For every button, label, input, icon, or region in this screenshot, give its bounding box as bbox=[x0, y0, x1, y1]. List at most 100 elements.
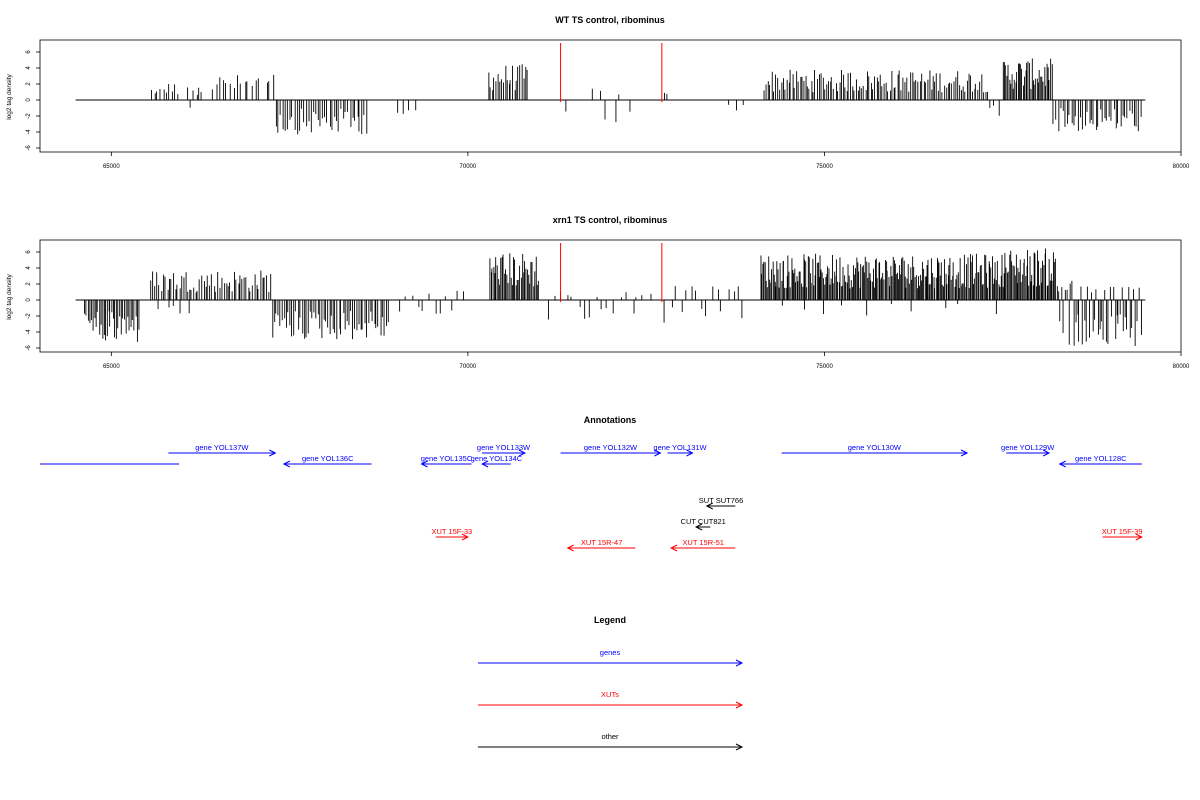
annotation-label: gene YOL128C bbox=[1075, 454, 1127, 463]
annotation-feature: gene YOL134C bbox=[471, 454, 523, 468]
arrow-head bbox=[669, 544, 678, 552]
y-tick-label: -2 bbox=[26, 313, 32, 319]
arrow-head bbox=[566, 544, 574, 552]
annotation-feature: XUT 15R-47 bbox=[566, 538, 636, 552]
arrow-head bbox=[481, 460, 489, 468]
arrow-head bbox=[269, 449, 277, 457]
wt-x-ticks: 65000 70000 75000 80000 bbox=[103, 152, 1190, 170]
annotation-label: CUT CUT821 bbox=[681, 517, 726, 526]
arrow-head bbox=[518, 449, 527, 457]
legend-item-gene: genes bbox=[478, 648, 744, 667]
x-tick-label: 75000 bbox=[816, 364, 833, 370]
annotation-label: gene YOL133W bbox=[477, 443, 531, 452]
annotation-label: SUT SUT766 bbox=[699, 496, 743, 505]
wt-y-ticks: 6 4 2 0 -2 -4 -6 bbox=[26, 50, 40, 151]
y-tick-label: -4 bbox=[26, 329, 32, 335]
legend-panel: Legend genes XUTs other bbox=[478, 615, 744, 751]
x-tick-label: 80000 bbox=[1173, 164, 1190, 170]
wt-panel: WT TS control, ribominus log2 tag densit… bbox=[6, 15, 1190, 170]
annotation-label: XUT 15R-47 bbox=[581, 538, 623, 547]
annotation-label: gene YOL134C bbox=[471, 454, 523, 463]
annotations-title: Annotations bbox=[584, 415, 637, 425]
arrow-head bbox=[1042, 449, 1051, 457]
annotation-feature: gene YOL135C bbox=[420, 454, 473, 468]
wt-y-axis-label: log2 tag density bbox=[6, 73, 13, 119]
arrow-head bbox=[461, 533, 469, 541]
annotation-label: gene YOL135C bbox=[421, 454, 473, 463]
y-tick-label: -6 bbox=[26, 345, 32, 351]
x-tick-label: 80000 bbox=[1173, 364, 1190, 370]
x-tick-label: 70000 bbox=[460, 164, 477, 170]
xrn1-signal-bars bbox=[84, 248, 1142, 346]
annotation-feature: gene YOL136C bbox=[282, 454, 372, 468]
y-tick-label: 0 bbox=[26, 98, 32, 102]
legend-label: XUTs bbox=[601, 690, 619, 699]
xrn1-markers bbox=[560, 243, 663, 302]
legend-item-other: other bbox=[478, 732, 744, 751]
x-tick-label: 65000 bbox=[103, 364, 120, 370]
wt-signal-bars bbox=[151, 58, 1142, 135]
arrow-head bbox=[686, 449, 694, 457]
arrow-head bbox=[1135, 533, 1143, 541]
annotation-feature: gene YOL131W bbox=[653, 443, 708, 457]
annotation-feature: gene YOL129W bbox=[1001, 443, 1055, 457]
annotation-feature: XUT 15F-33 bbox=[431, 527, 472, 541]
annotation-label: XUT 15R-51 bbox=[682, 538, 724, 547]
y-tick-label: -4 bbox=[26, 129, 32, 135]
y-tick-label: 2 bbox=[26, 82, 32, 86]
legend-title: Legend bbox=[594, 615, 626, 625]
annotation-label: XUT 15F-39 bbox=[1102, 527, 1143, 536]
annotations-panel: Annotations gene YOL137W gene YOL136C gene… bbox=[40, 415, 1143, 552]
legend-label: other bbox=[601, 732, 619, 741]
x-tick-label: 70000 bbox=[460, 364, 477, 370]
arrow-head bbox=[1058, 460, 1066, 468]
legend-item-xut: XUTs bbox=[478, 690, 744, 709]
arrow-head bbox=[705, 502, 713, 510]
annotation-feature: gene YOL132W bbox=[560, 443, 662, 457]
xrn1-x-ticks: 65000 70000 75000 80000 bbox=[103, 352, 1190, 370]
legend-label: genes bbox=[600, 648, 621, 657]
arrow-head bbox=[420, 460, 428, 468]
xrn1-panel-title: xrn1 TS control, ribominus bbox=[553, 215, 668, 225]
legend-items: genes XUTs other bbox=[478, 648, 744, 751]
annotation-label: gene YOL132W bbox=[584, 443, 638, 452]
x-tick-label: 65000 bbox=[103, 164, 120, 170]
annotation-label: gene YOL129W bbox=[1001, 443, 1055, 452]
annotation-feature: XUT 15F-39 bbox=[1102, 527, 1143, 541]
annotation-feature: XUT 15R-51 bbox=[669, 538, 736, 552]
annotation-feature: CUT CUT821 bbox=[681, 517, 726, 531]
y-tick-label: 0 bbox=[26, 298, 32, 302]
y-tick-label: 6 bbox=[26, 50, 32, 54]
annotation-label: gene YOL131W bbox=[653, 443, 707, 452]
x-tick-label: 75000 bbox=[816, 164, 833, 170]
annotation-feature: gene YOL128C bbox=[1058, 454, 1142, 468]
y-tick-label: -6 bbox=[26, 145, 32, 151]
wt-markers bbox=[560, 43, 663, 102]
annotation-feature: gene YOL137W bbox=[168, 443, 277, 457]
y-tick-label: 2 bbox=[26, 282, 32, 286]
arrow-head bbox=[735, 659, 744, 667]
y-tick-label: 4 bbox=[26, 266, 32, 270]
annotation-feature: gene YOL133W bbox=[477, 443, 531, 457]
annotation-label: XUT 15F-33 bbox=[431, 527, 472, 536]
arrow-head bbox=[735, 701, 744, 709]
arrow-head bbox=[960, 449, 969, 457]
xrn1-y-ticks: 6 4 2 0 -2 -4 -6 bbox=[26, 250, 40, 351]
arrow-head bbox=[735, 743, 744, 751]
xrn1-y-axis-label: log2 tag density bbox=[6, 273, 13, 319]
annotation-label: gene YOL136C bbox=[302, 454, 354, 463]
arrow-head bbox=[694, 523, 703, 531]
y-tick-label: 6 bbox=[26, 250, 32, 254]
arrow-head bbox=[654, 449, 662, 457]
annotation-label: gene YOL137W bbox=[195, 443, 249, 452]
annotation-label: gene YOL130W bbox=[848, 443, 902, 452]
xrn1-panel: xrn1 TS control, ribominus log2 tag dens… bbox=[6, 215, 1190, 370]
arrow-head bbox=[282, 460, 291, 468]
annotation-feature: SUT SUT766 bbox=[699, 496, 743, 510]
wt-panel-title: WT TS control, ribominus bbox=[555, 15, 665, 25]
wt-plot-frame bbox=[39, 39, 1182, 153]
xrn1-plot-frame bbox=[39, 239, 1182, 353]
y-tick-label: -2 bbox=[26, 113, 32, 119]
